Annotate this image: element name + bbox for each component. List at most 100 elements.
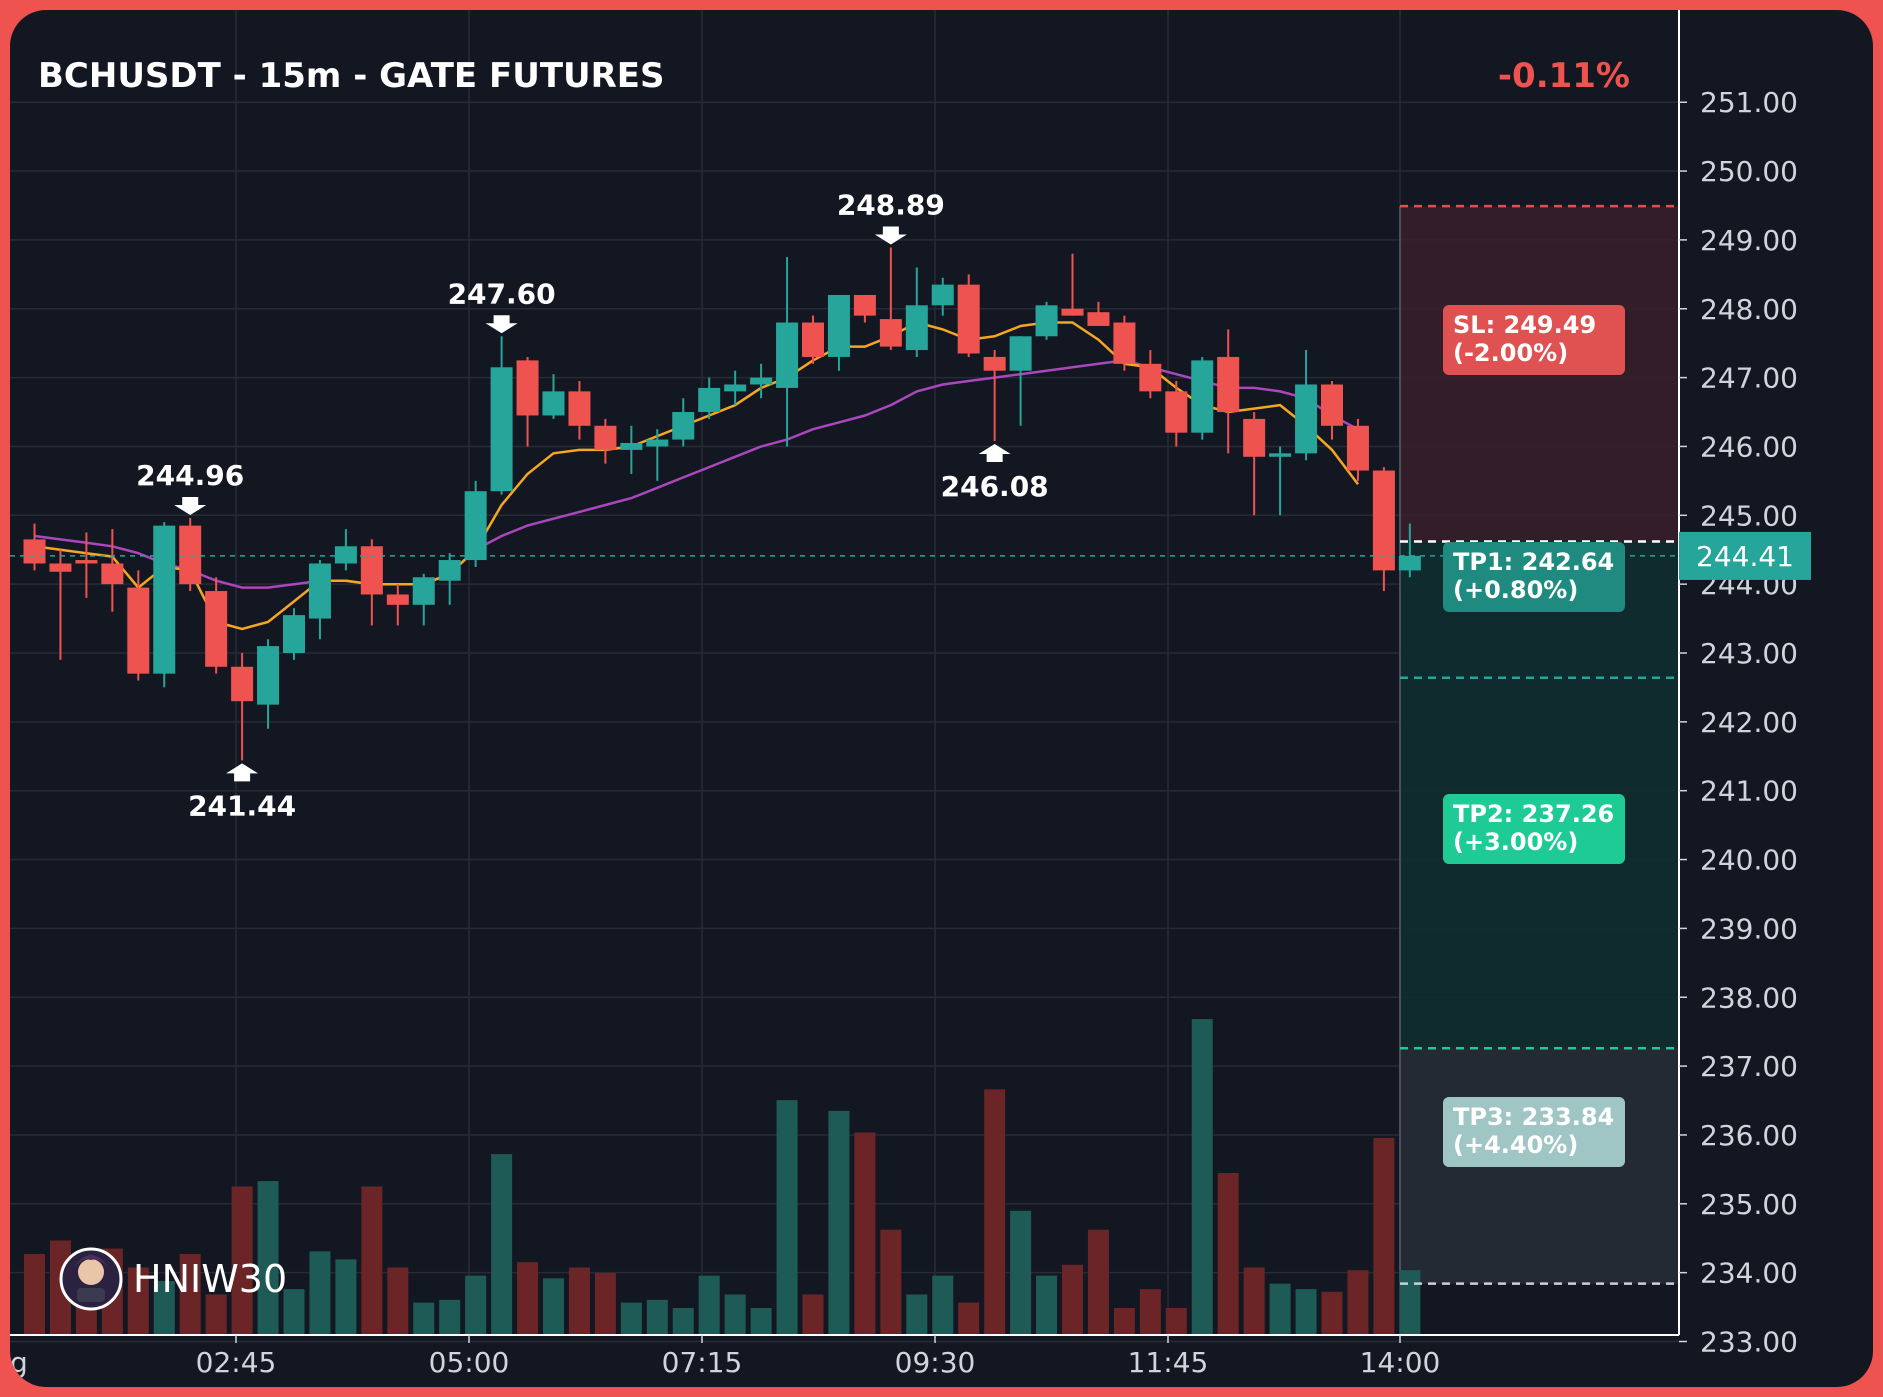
- candle-body: [724, 384, 747, 392]
- candle-body: [101, 563, 124, 585]
- candle: [1009, 336, 1032, 426]
- volume-bar: [1321, 1291, 1343, 1335]
- volume-bar: [1165, 1308, 1187, 1335]
- volume-bar: [984, 1089, 1006, 1335]
- candle-body: [568, 391, 591, 426]
- volume-bar: [24, 1254, 45, 1335]
- ma-fast-line: [34, 321, 1359, 631]
- candle-body: [1372, 470, 1395, 571]
- volume-bar: [854, 1132, 876, 1335]
- volume-bar: [153, 1281, 175, 1335]
- last-price-label: 244.41: [1696, 540, 1794, 573]
- volume-bar: [1347, 1270, 1369, 1335]
- candle-body: [620, 443, 643, 450]
- arrow-up-icon: [978, 443, 1011, 462]
- y-tick-label: 238.00: [1700, 981, 1798, 1014]
- candle-body: [75, 560, 98, 564]
- y-tick-label: 240.00: [1700, 844, 1798, 877]
- candle: [257, 639, 280, 729]
- chart-canvas[interactable]: 244.96 241.44 247.60 248.89 246.08 233.00 234…: [10, 10, 1873, 1387]
- candle-body: [1398, 555, 1421, 571]
- candle-body: [1087, 312, 1110, 326]
- candle-body: [360, 546, 383, 595]
- ma-slow-line: [34, 359, 1359, 589]
- volume-bar: [698, 1275, 720, 1335]
- volume-bar: [413, 1302, 435, 1335]
- candle-body: [386, 594, 409, 605]
- candle: [1217, 329, 1240, 454]
- candle-body: [905, 305, 928, 351]
- tp3-label: TP3: 233.84(+4.40%): [1443, 1097, 1625, 1167]
- candle-body: [438, 560, 461, 581]
- candle-body: [542, 391, 565, 416]
- volume-bar: [1087, 1229, 1109, 1335]
- y-tick-label: 249.00: [1700, 224, 1798, 257]
- candle: [516, 356, 539, 447]
- candle-body: [257, 646, 280, 705]
- candle: [490, 336, 513, 495]
- volume-bar: [828, 1110, 850, 1335]
- volume-bar: [1243, 1267, 1265, 1335]
- candle: [672, 398, 695, 447]
- volume-bar: [1269, 1283, 1291, 1335]
- candle-body: [1035, 305, 1058, 337]
- candle: [542, 374, 565, 419]
- candle: [1398, 523, 1421, 578]
- price-change: -0.11%: [1498, 56, 1630, 96]
- candle: [1061, 253, 1084, 316]
- y-tick-label: 241.00: [1700, 775, 1798, 808]
- tp2-label: TP2: 237.26(+3.00%): [1443, 794, 1625, 864]
- annotation-label: 247.60: [448, 277, 556, 310]
- y-tick-label: 236.00: [1700, 1119, 1798, 1152]
- time-axis: g 02:45 05:00 07:15 09:30 11:45 14:00: [10, 1334, 1679, 1379]
- x-tick-label: 14:00: [1360, 1346, 1441, 1379]
- candle-body: [23, 539, 46, 564]
- candle-body: [308, 563, 331, 619]
- volume-bar: [517, 1262, 539, 1335]
- candle: [386, 584, 409, 626]
- volume-bar: [594, 1272, 616, 1335]
- volume-bar: [439, 1299, 461, 1335]
- candle: [750, 363, 773, 399]
- sl-label-box: [1443, 305, 1625, 375]
- candle-body: [776, 322, 799, 388]
- y-tick-label: 239.00: [1700, 912, 1798, 945]
- candle: [464, 480, 487, 567]
- level-lines: [10, 204, 1679, 1285]
- tp1-label: TP1: 242.64(+0.80%): [1443, 542, 1625, 612]
- candle: [568, 381, 591, 440]
- candle: [283, 608, 305, 660]
- candle-body: [464, 491, 487, 561]
- candle: [646, 429, 669, 481]
- candle: [853, 294, 876, 323]
- candle: [334, 529, 357, 571]
- candle-body: [283, 615, 305, 653]
- candle-body: [516, 360, 539, 416]
- volume-bar: [932, 1275, 954, 1335]
- candle: [153, 522, 176, 688]
- volume-bar: [750, 1308, 772, 1335]
- candle-body: [1346, 425, 1369, 471]
- volume-bar: [1113, 1308, 1135, 1335]
- candle: [1243, 412, 1266, 516]
- volume-bar: [491, 1154, 513, 1335]
- annotation-label: 244.96: [136, 459, 244, 492]
- volume-bar: [179, 1254, 201, 1335]
- volume-bar: [543, 1278, 564, 1335]
- candle-body: [412, 577, 435, 605]
- annotation-label: 241.44: [188, 789, 296, 822]
- volume-bar: [283, 1289, 305, 1335]
- x-tick-label: 11:45: [1128, 1346, 1209, 1379]
- volume-bar: [257, 1181, 279, 1335]
- candle: [879, 247, 902, 351]
- volume-bar: [465, 1275, 487, 1335]
- volume-bar: [1217, 1173, 1239, 1335]
- candle: [179, 518, 202, 592]
- sl-label-title: SL: 249.49: [1453, 311, 1596, 339]
- candle: [49, 549, 72, 660]
- candle: [1035, 301, 1058, 340]
- candle-body: [1191, 360, 1214, 433]
- candle-body: [1321, 384, 1343, 426]
- volume-bar: [1139, 1289, 1161, 1335]
- x-tick-label: 02:45: [196, 1346, 277, 1379]
